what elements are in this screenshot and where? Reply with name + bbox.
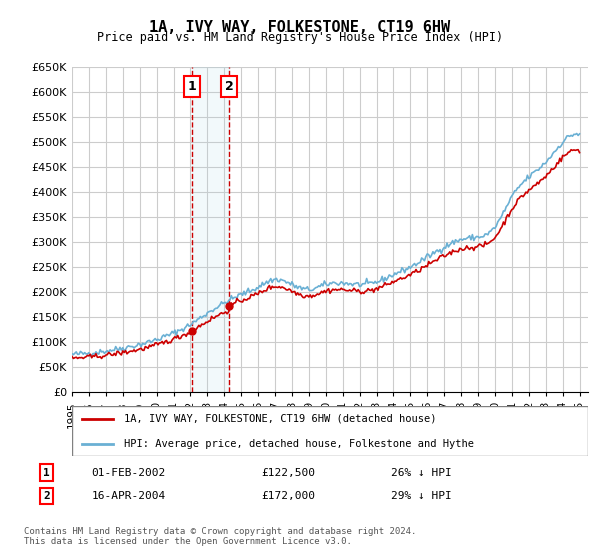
Text: 01-FEB-2002: 01-FEB-2002 (92, 468, 166, 478)
Text: 1: 1 (187, 80, 196, 93)
Text: £122,500: £122,500 (261, 468, 315, 478)
Text: 29% ↓ HPI: 29% ↓ HPI (391, 491, 451, 501)
FancyBboxPatch shape (72, 406, 588, 456)
Bar (192, 67, 229, 392)
Text: 1A, IVY WAY, FOLKESTONE, CT19 6HW (detached house): 1A, IVY WAY, FOLKESTONE, CT19 6HW (detac… (124, 414, 436, 423)
Text: £172,000: £172,000 (261, 491, 315, 501)
Text: 1A, IVY WAY, FOLKESTONE, CT19 6HW: 1A, IVY WAY, FOLKESTONE, CT19 6HW (149, 20, 451, 35)
Text: Price paid vs. HM Land Registry's House Price Index (HPI): Price paid vs. HM Land Registry's House … (97, 31, 503, 44)
Text: 16-APR-2004: 16-APR-2004 (92, 491, 166, 501)
Text: 2: 2 (43, 491, 50, 501)
Text: 1: 1 (43, 468, 50, 478)
Text: HPI: Average price, detached house, Folkestone and Hythe: HPI: Average price, detached house, Folk… (124, 439, 473, 449)
Text: 26% ↓ HPI: 26% ↓ HPI (391, 468, 451, 478)
Text: 2: 2 (225, 80, 233, 93)
Text: Contains HM Land Registry data © Crown copyright and database right 2024.
This d: Contains HM Land Registry data © Crown c… (24, 526, 416, 546)
